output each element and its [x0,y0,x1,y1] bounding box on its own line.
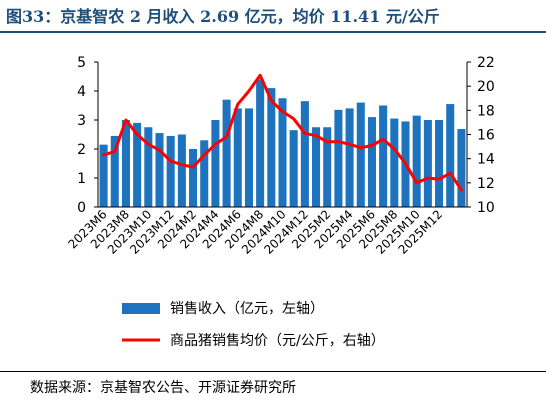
left-tick-label: 3 [77,113,86,129]
legend: 销售收入（亿元，左轴） 商品猪销售均价（元/公斤，右轴） [122,301,385,349]
source-note: 数据来源：京基智农公告、开源证券研究所 [30,380,296,396]
bar-2024M6 [233,108,242,207]
bar-2025M5 [356,102,365,207]
right-tick-label: 12 [477,176,495,192]
right-tick-label: 20 [477,79,495,95]
bar-2024M8 [256,79,265,207]
right-tick-label: 18 [477,103,495,119]
bar-2024M11 [289,130,298,207]
bar-2026M2 [457,128,466,207]
legend-line-label: 商品猪销售均价（元/公斤，右轴） [170,333,385,349]
bar-2024M9 [267,88,276,207]
left-tick-label: 1 [77,171,86,187]
bar-2023M9 [133,122,142,207]
bar-2024M4 [211,120,220,207]
bar-2025M8 [390,118,399,207]
bar-2023M10 [144,127,153,207]
left-tick-label: 4 [77,84,86,100]
bar-2023M11 [155,133,164,207]
title-divider [0,31,546,33]
left-tick-label: 2 [77,142,86,158]
bar-2025M7 [379,105,388,207]
bar-2024M1 [177,134,186,207]
legend-bar-label: 销售收入（亿元，左轴） [170,301,324,317]
bar-2025M4 [345,108,354,207]
legend-bar-swatch [122,303,160,314]
bar-2025M3 [334,109,343,207]
line-layer [102,73,463,192]
source-divider [0,371,546,372]
bar-2024M7 [244,108,253,207]
bar-2026M1 [446,104,455,207]
left-tick-label: 0 [77,200,86,216]
figure-title: 图33：京基智农 2 月收入 2.69 亿元，均价 11.41 元/公斤 [6,7,440,26]
bar-2023M6 [99,144,108,207]
bar-2023M8 [121,120,130,207]
bar-2025M12 [435,120,444,207]
bar-2023M7 [110,135,119,207]
bar-2024M5 [222,99,231,207]
right-tick-label: 14 [477,152,495,168]
bar-2025M1 [312,127,321,207]
bar-2023M12 [166,135,175,207]
right-tick-label: 10 [477,200,495,216]
bars-layer [99,79,466,207]
bar-2025M2 [323,127,332,207]
bar-2025M10 [412,115,421,207]
bar-2024M2 [189,149,198,207]
bar-2024M10 [278,98,287,207]
right-tick-label: 16 [477,128,495,144]
left-tick-label: 5 [77,55,86,71]
bar-2025M11 [423,120,432,207]
bar-2025M6 [367,117,376,207]
right-tick-label: 22 [477,55,495,71]
bar-2024M3 [200,140,209,207]
bar-2024M12 [300,101,309,207]
